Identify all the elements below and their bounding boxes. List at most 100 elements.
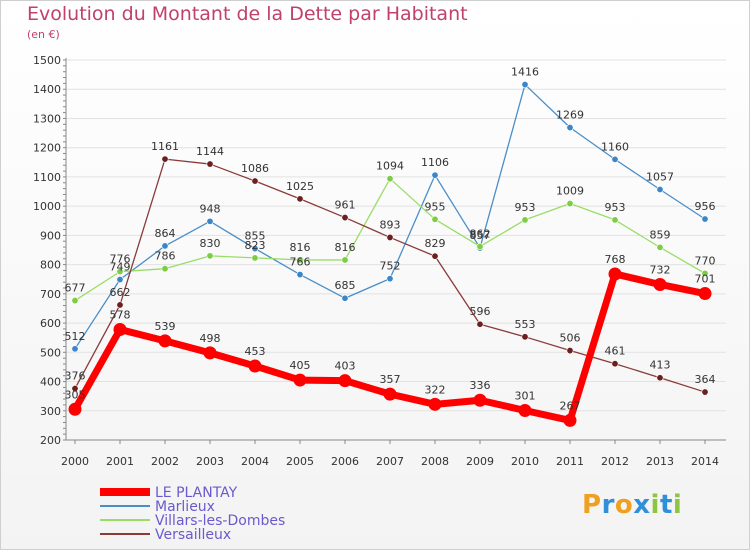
- data-point-versailleux: [476, 320, 484, 328]
- data-label-marlieux: 948: [200, 202, 221, 215]
- data-point-marlieux: [296, 271, 304, 279]
- x-tick-label: 2005: [286, 455, 314, 468]
- y-tick-label: 900: [40, 229, 61, 242]
- data-point-marlieux: [566, 124, 574, 132]
- data-label-villars-les-dombes: 823: [245, 239, 266, 252]
- series-line-marlieux: [74, 83, 706, 350]
- data-label-villars-les-dombes: 1009: [556, 185, 584, 198]
- data-label-marlieux: 1106: [421, 156, 449, 169]
- data-point-marlieux: [341, 294, 349, 302]
- data-point-villars-les-dombes: [566, 200, 574, 208]
- logo-letter: o: [614, 490, 634, 520]
- x-tick-label: 2007: [376, 455, 404, 468]
- data-point-versailleux: [71, 385, 79, 393]
- y-tick-label: 600: [40, 317, 61, 330]
- data-label-le-plantay: 267: [560, 399, 581, 412]
- x-tick-label: 2010: [511, 455, 539, 468]
- data-point-le-plantay: [428, 397, 442, 411]
- data-label-versailleux: 1025: [286, 180, 314, 193]
- data-label-le-plantay: 701: [695, 273, 716, 286]
- data-point-le-plantay: [158, 334, 172, 348]
- data-label-villars-les-dombes: 953: [515, 201, 536, 214]
- data-label-versailleux: 376: [65, 370, 86, 383]
- data-label-le-plantay: 322: [425, 383, 446, 396]
- data-point-villars-les-dombes: [71, 297, 79, 305]
- data-label-versailleux: 413: [650, 359, 671, 372]
- data-point-villars-les-dombes: [611, 216, 619, 224]
- data-point-le-plantay: [203, 346, 217, 360]
- data-label-versailleux: 553: [515, 318, 536, 331]
- data-label-marlieux: 749: [110, 261, 131, 274]
- data-point-le-plantay: [293, 373, 307, 387]
- data-point-villars-les-dombes: [701, 269, 709, 277]
- data-label-villars-les-dombes: 786: [155, 250, 176, 263]
- x-tick-label: 2012: [601, 455, 629, 468]
- data-point-villars-les-dombes: [161, 265, 169, 273]
- data-point-villars-les-dombes: [386, 175, 394, 183]
- y-tick-label: 200: [40, 434, 61, 447]
- logo-letter: i: [672, 490, 683, 520]
- data-point-versailleux: [161, 155, 169, 163]
- data-label-marlieux: 1057: [646, 170, 674, 183]
- data-label-versailleux: 506: [560, 332, 581, 345]
- data-label-le-plantay: 732: [650, 263, 671, 276]
- data-label-villars-les-dombes: 816: [290, 241, 311, 254]
- data-label-le-plantay: 357: [380, 373, 401, 386]
- data-point-marlieux: [116, 276, 124, 284]
- data-label-villars-les-dombes: 859: [650, 228, 671, 241]
- data-point-marlieux: [386, 275, 394, 283]
- data-label-marlieux: 956: [695, 200, 716, 213]
- data-label-villars-les-dombes: 776: [110, 253, 131, 266]
- data-label-le-plantay: 578: [110, 309, 131, 322]
- x-tick-label: 2011: [556, 455, 584, 468]
- y-tick-label: 800: [40, 259, 61, 272]
- data-label-versailleux: 1161: [151, 140, 179, 153]
- data-point-villars-les-dombes: [431, 215, 439, 223]
- data-point-marlieux: [206, 217, 214, 225]
- data-label-marlieux: 1269: [556, 109, 584, 122]
- data-point-marlieux: [251, 245, 259, 253]
- data-point-marlieux: [656, 185, 664, 193]
- data-point-versailleux: [656, 374, 664, 382]
- chart-title: Evolution du Montant de la Dette par Hab…: [27, 3, 468, 25]
- data-point-versailleux: [521, 333, 529, 341]
- data-point-villars-les-dombes: [116, 268, 124, 276]
- x-tick-label: 2014: [691, 455, 719, 468]
- data-label-le-plantay: 498: [200, 332, 221, 345]
- proxiti-logo: Proxiti: [582, 490, 682, 520]
- data-point-versailleux: [701, 388, 709, 396]
- x-tick-label: 2006: [331, 455, 359, 468]
- data-point-versailleux: [386, 233, 394, 241]
- legend-label-marlieux: Marlieux: [155, 499, 215, 515]
- data-label-versailleux: 461: [605, 345, 626, 358]
- data-label-marlieux: 512: [65, 330, 86, 343]
- logo-letter: i: [650, 490, 660, 520]
- legend-label-le-plantay: LE PLANTAY: [155, 485, 238, 501]
- data-label-villars-les-dombes: 955: [425, 200, 446, 213]
- y-tick-label: 1200: [33, 142, 61, 155]
- data-point-le-plantay: [653, 277, 667, 291]
- data-point-le-plantay: [608, 267, 622, 281]
- data-label-marlieux: 1160: [601, 140, 629, 153]
- data-label-versailleux: 364: [695, 373, 716, 386]
- data-label-le-plantay: 453: [245, 345, 266, 358]
- data-label-le-plantay: 403: [335, 360, 356, 373]
- y-tick-label: 1400: [33, 83, 61, 96]
- data-label-versailleux: 1086: [241, 162, 269, 175]
- series-layer: [68, 81, 712, 427]
- x-tick-label: 2000: [61, 455, 89, 468]
- data-point-versailleux: [251, 177, 259, 185]
- data-label-versailleux: 1144: [196, 145, 224, 158]
- data-point-le-plantay: [563, 413, 577, 427]
- data-point-villars-les-dombes: [251, 254, 259, 262]
- data-label-villars-les-dombes: 830: [200, 237, 221, 250]
- data-point-villars-les-dombes: [656, 243, 664, 251]
- x-tick-label: 2009: [466, 455, 494, 468]
- logo-letter: t: [659, 490, 673, 520]
- data-label-villars-les-dombes: 862: [470, 227, 491, 240]
- data-label-marlieux: 752: [380, 260, 401, 273]
- logo-letter: P: [582, 490, 602, 520]
- data-label-le-plantay: 768: [605, 253, 626, 266]
- data-point-villars-les-dombes: [341, 256, 349, 264]
- legend-label-villars-les-dombes: Villars-les-Dombes: [155, 513, 285, 529]
